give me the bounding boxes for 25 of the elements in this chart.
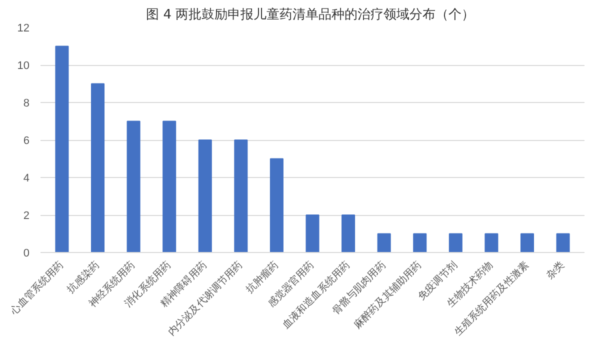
y-tick-label: 2 bbox=[23, 210, 30, 222]
bar bbox=[413, 233, 427, 252]
x-tick-label: 心血管系统用药 bbox=[7, 258, 66, 318]
y-tick-label: 10 bbox=[17, 60, 30, 72]
bar bbox=[126, 120, 140, 252]
x-tick-label: 杂类 bbox=[544, 258, 567, 282]
bar bbox=[234, 140, 248, 252]
y-tick-label: 6 bbox=[23, 135, 30, 147]
bar bbox=[270, 158, 284, 252]
y-tick-label: 4 bbox=[23, 172, 30, 184]
chart-title: 图 4 两批鼓励申报儿童药清单品种的治疗领域分布（个） bbox=[146, 6, 475, 22]
bar bbox=[484, 233, 498, 252]
bar bbox=[306, 214, 320, 252]
bar bbox=[198, 140, 212, 252]
bar bbox=[377, 233, 391, 252]
y-tick-label: 0 bbox=[23, 248, 30, 260]
bar bbox=[162, 120, 176, 252]
y-tick-label: 8 bbox=[23, 98, 30, 110]
bar bbox=[448, 233, 462, 252]
y-tick-label: 12 bbox=[17, 22, 30, 34]
bar bbox=[556, 233, 570, 252]
bar bbox=[520, 233, 534, 252]
bar bbox=[342, 214, 356, 252]
bar bbox=[91, 83, 105, 252]
bar bbox=[55, 46, 69, 252]
